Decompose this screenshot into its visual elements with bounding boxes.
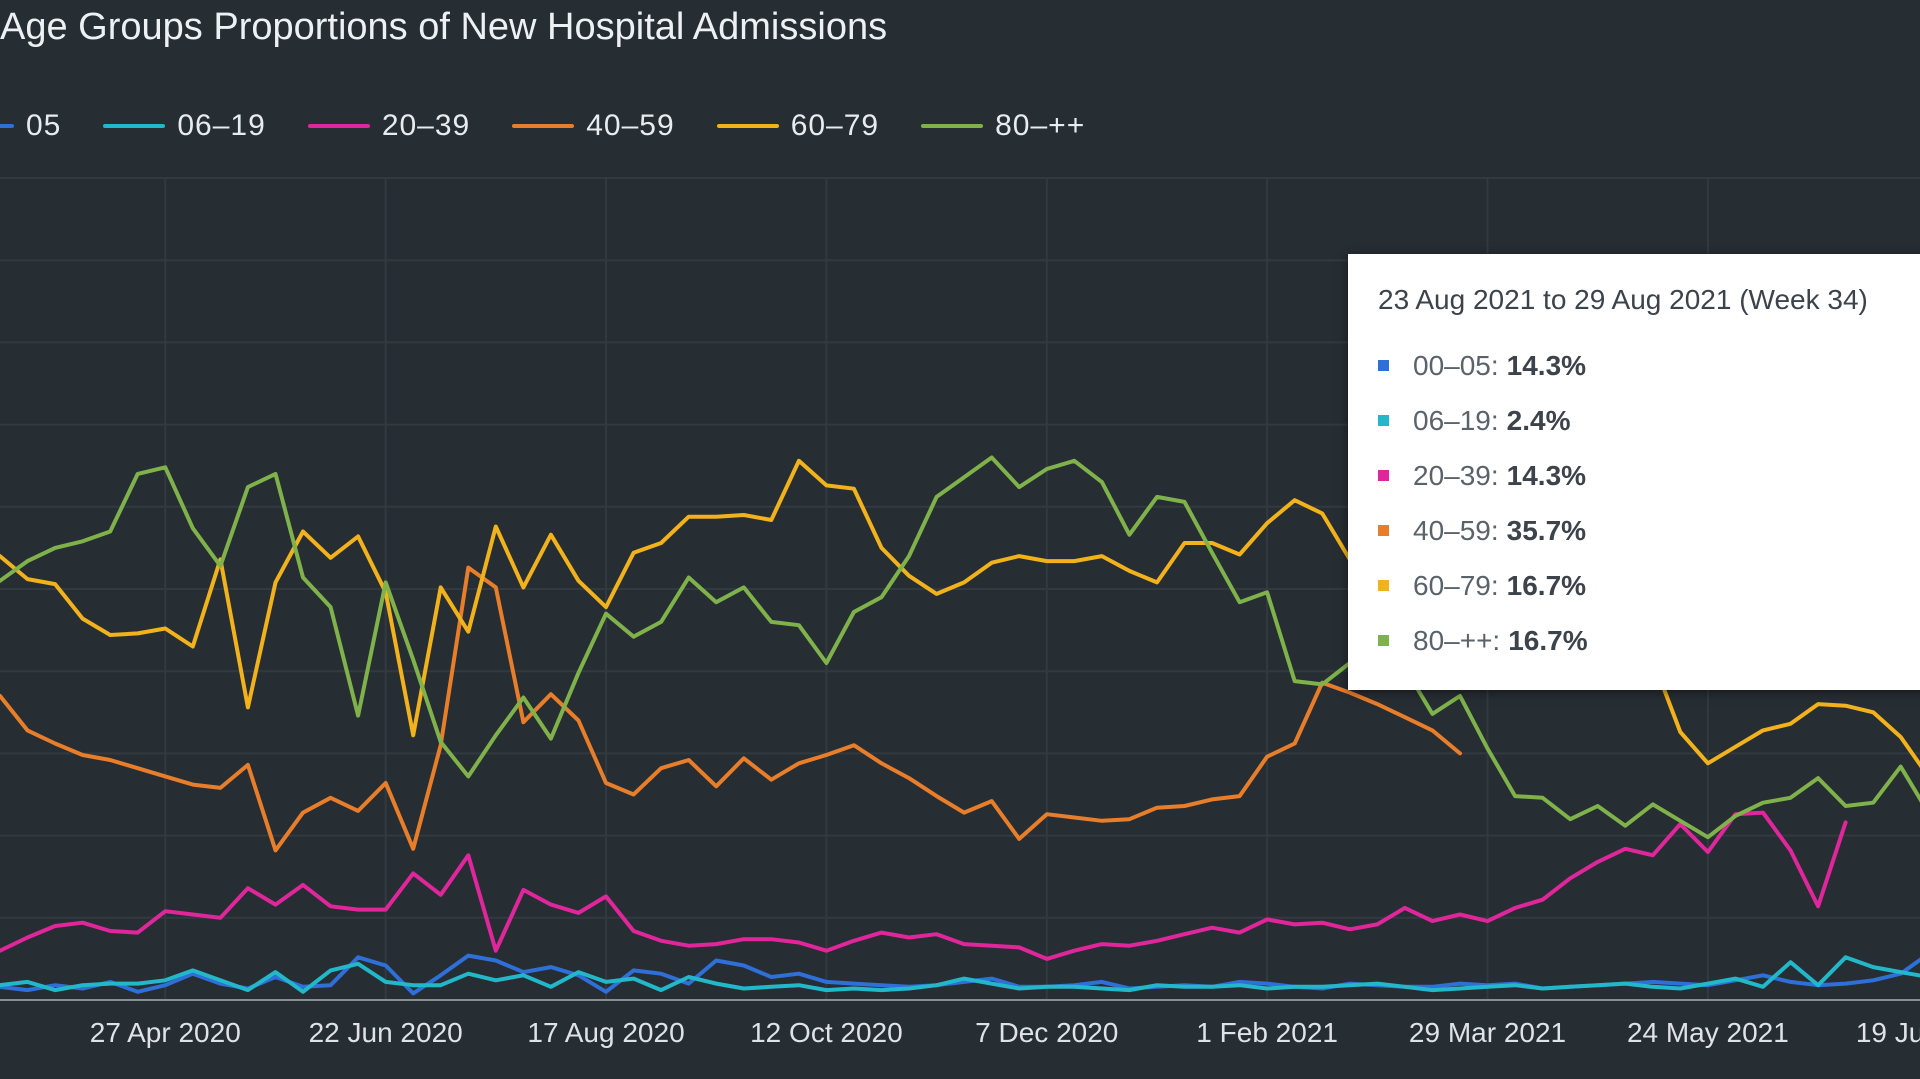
tooltip-marker [1378,360,1389,371]
legend-label: 80–++ [995,109,1086,142]
axis-layer: 27 Apr 2020 22 Jun 2020 17 Aug 2020 12 Oct … [0,999,1920,1048]
x-tick-label: 24 May 2021 [1627,1017,1789,1048]
legend-swatch [921,124,984,128]
tooltip-label: 40–59: [1413,514,1499,546]
legend-label: 20–39 [381,109,471,142]
tooltip-row: 80–++: 16.7% [1378,613,1920,668]
x-tick-label: 1 Feb 2021 [1196,1017,1338,1048]
tooltip-label: 80–++: [1413,624,1501,656]
legend-label: 05 [26,109,62,142]
x-tick-label: 27 Apr 2020 [90,1017,241,1048]
tooltip-row: 60–79: 16.7% [1378,558,1920,613]
x-tick-label: 12 Oct 2020 [750,1017,903,1048]
x-tick-label: 22 Jun 2020 [309,1017,463,1048]
tooltip-label: 20–39: [1413,459,1499,491]
x-tick-label: 29 Mar 2021 [1409,1017,1566,1048]
tooltip-label: 60–79: [1413,569,1499,601]
legend-label: 40–59 [586,109,675,142]
legend-item[interactable]: 60–79 [716,109,880,143]
hover-tooltip: 23 Aug 2021 to 29 Aug 2021 (Week 34) 00–… [1348,254,1920,690]
legend-swatch [103,124,166,128]
tooltip-label: 06–19: [1413,404,1499,436]
series-line-4 [0,565,1462,853]
legend-label: 06–19 [177,109,266,142]
tooltip-rows: 00–05: 14.3% 06–19: 2.4% 20–39: 14.3% 40–59: 35… [1378,338,1920,668]
tooltip-marker [1378,525,1389,536]
tooltip-row: 00–05: 14.3% [1378,338,1920,393]
tooltip-marker [1378,470,1389,481]
tooltip-row: 20–39: 14.3% [1378,448,1920,503]
tooltip-value: 16.7% [1508,624,1588,656]
legend-item[interactable]: 20–39 [307,109,471,143]
legend-label: 60–79 [790,109,880,142]
x-tick-label: 17 Aug 2020 [527,1017,684,1048]
legend-item[interactable]: 05 [0,109,61,143]
series-line-6 [0,455,1920,840]
tooltip-value: 35.7% [1506,514,1587,546]
series-line-3 [0,810,1848,961]
tooltip-row: 06–19: 2.4% [1378,393,1920,448]
tooltip-header: 23 Aug 2021 to 29 Aug 2021 (Week 34) [1378,284,1868,315]
legend-swatch [716,124,779,128]
chart-title: Age Groups Proportions of New Hospital A… [0,6,888,48]
x-tick-label: 19 Jul 2021 [1856,1017,1920,1048]
tooltip-value: 2.4% [1506,404,1571,436]
tooltip-row: 40–59: 35.7% [1378,503,1920,558]
legend-swatch [307,124,370,128]
legend-item[interactable]: 06–19 [103,109,265,143]
tooltip-value: 16.7% [1506,569,1587,601]
x-tick-label: 7 Dec 2020 [975,1017,1118,1048]
tooltip-value: 14.3% [1506,349,1587,381]
tooltip-label: 00–05: [1413,349,1499,381]
legend-item[interactable]: 80–++ [921,109,1085,143]
series-line-2 [0,955,1920,994]
tooltip-value: 14.3% [1506,459,1587,491]
legend: 05 06–19 20–39 40–59 60–79 80–++ [0,104,1127,148]
legend-item[interactable]: 40–59 [512,109,674,143]
tooltip-marker [1378,635,1389,646]
tooltip-marker [1378,580,1389,591]
tooltip-marker [1378,415,1389,426]
legend-swatch [0,124,14,128]
legend-swatch [512,124,575,128]
